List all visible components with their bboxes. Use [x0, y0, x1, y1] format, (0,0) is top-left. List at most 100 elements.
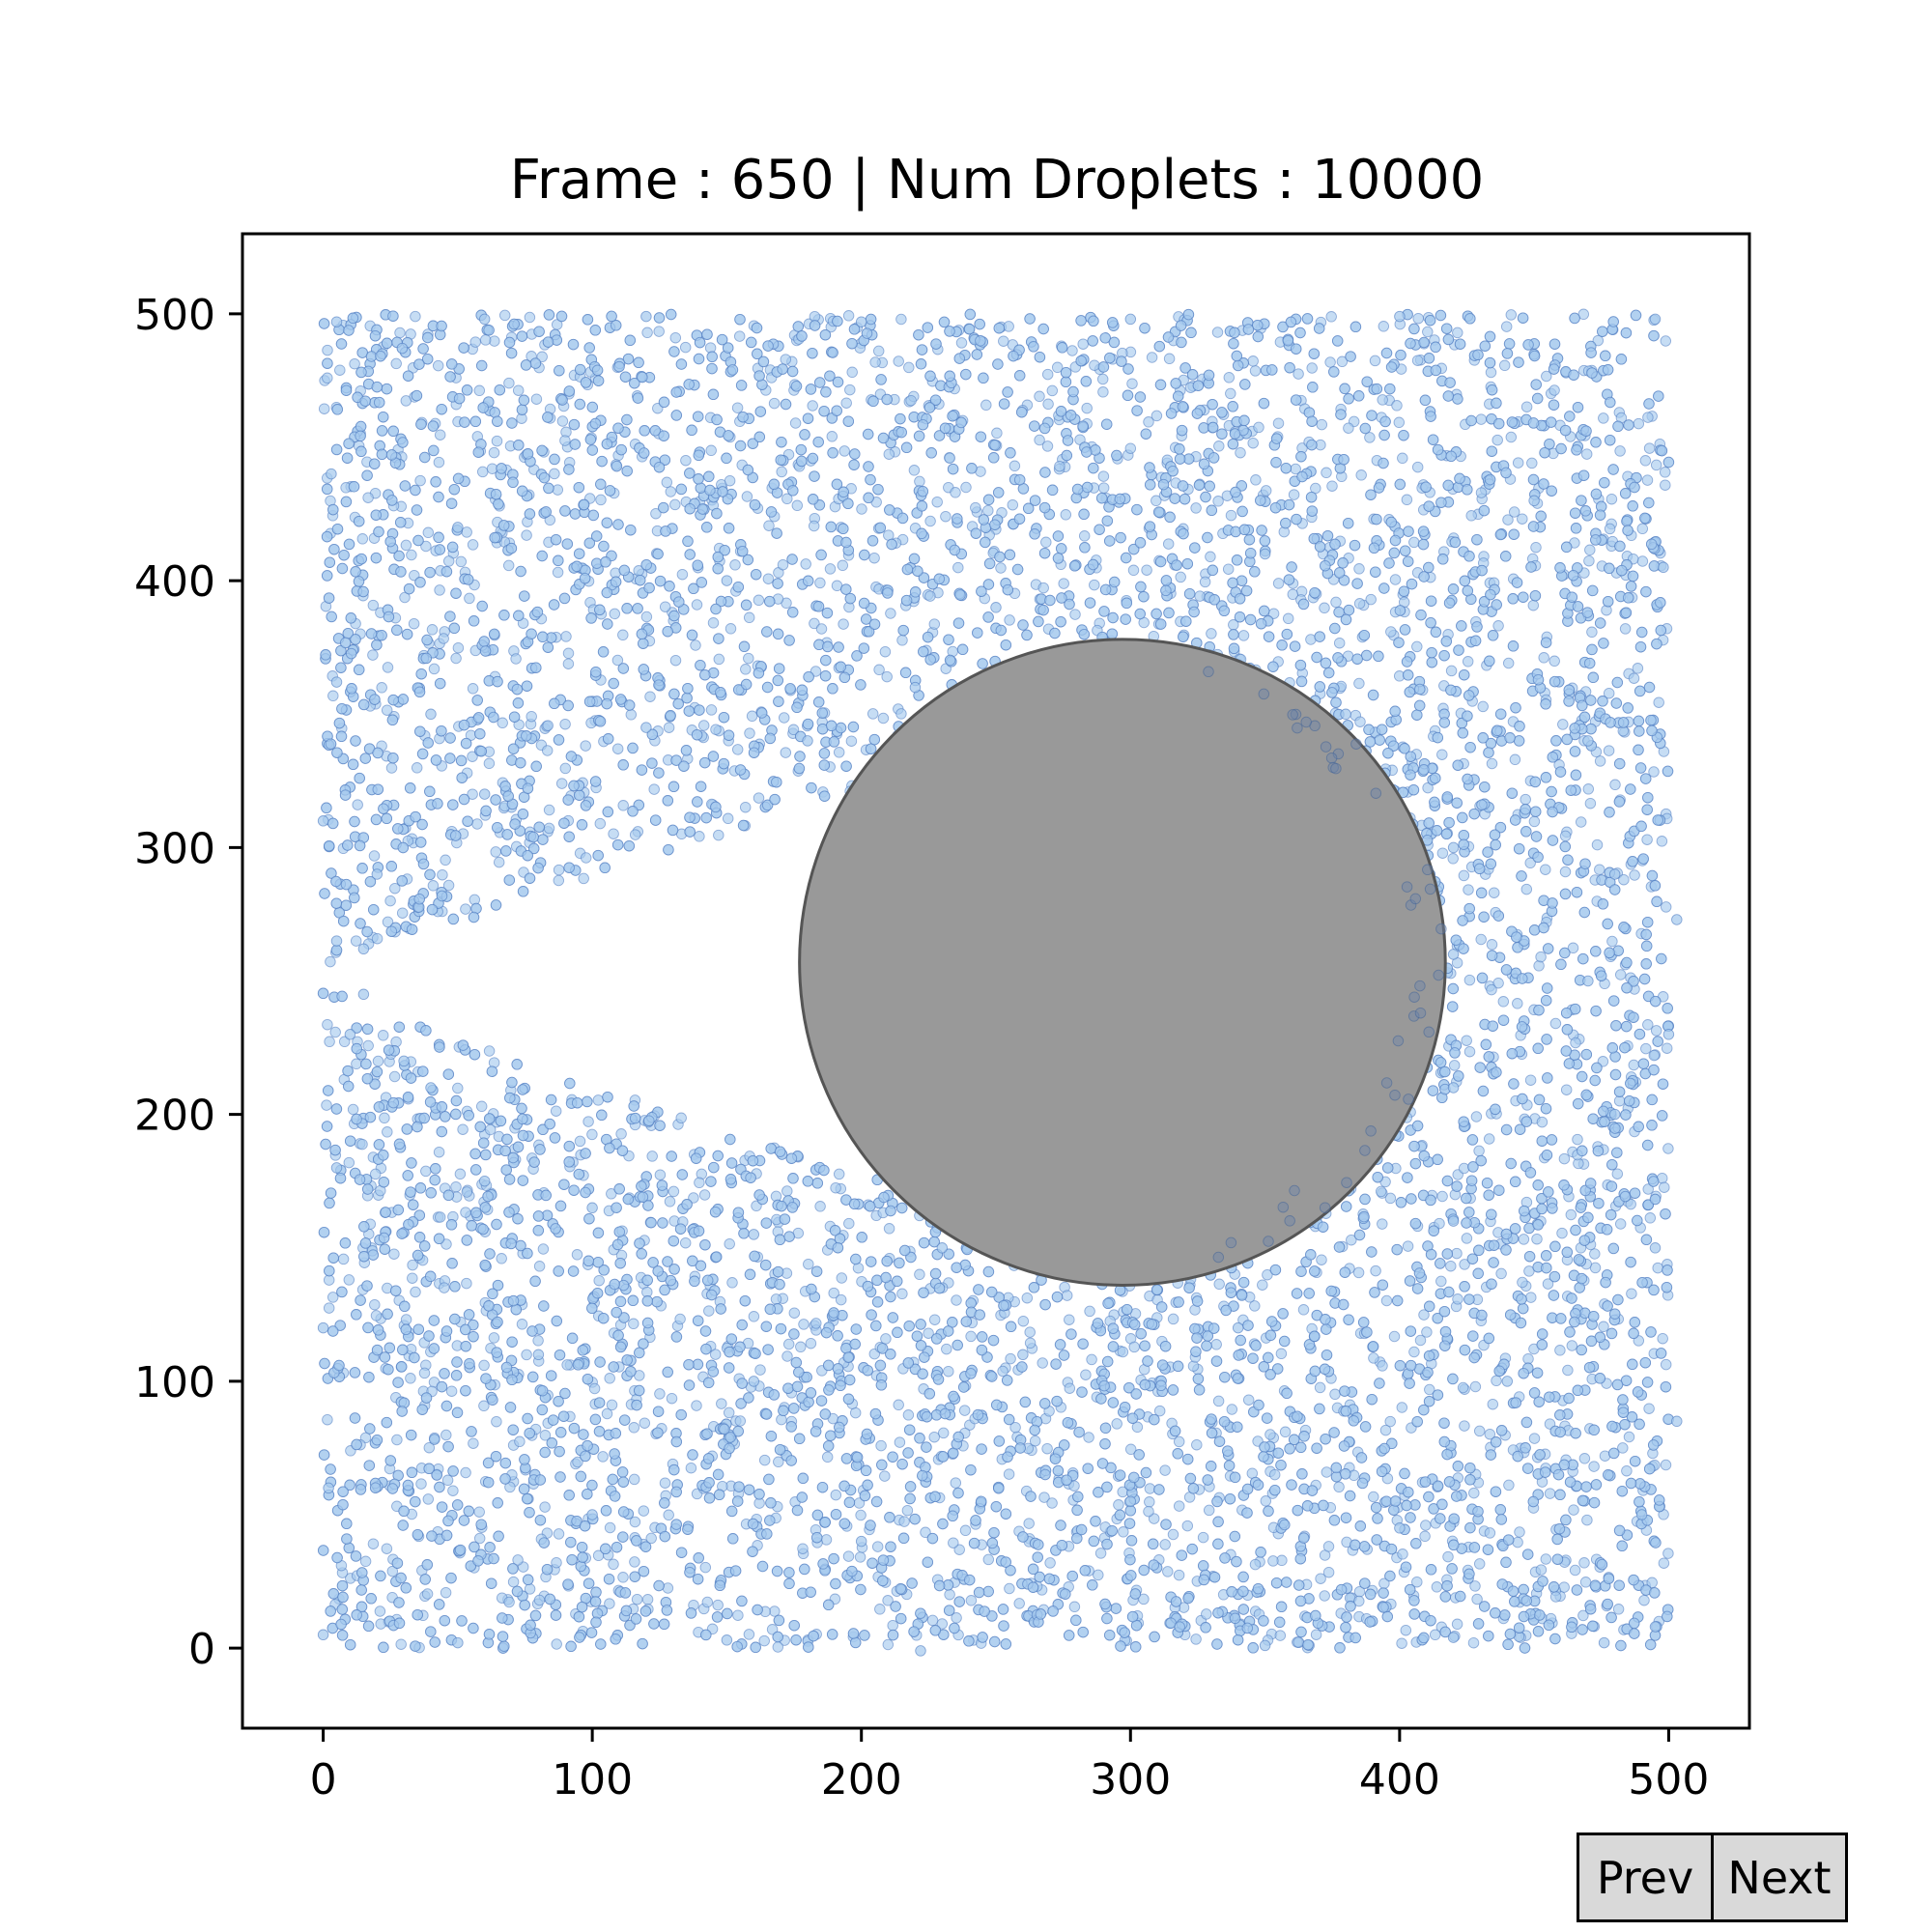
droplet-point	[1242, 1394, 1255, 1406]
droplet-point	[374, 1605, 386, 1617]
droplet-point	[1643, 1403, 1655, 1414]
droplet-point	[914, 475, 925, 488]
droplet-point	[1377, 1218, 1388, 1230]
droplet-point	[327, 690, 339, 702]
droplet-point	[1368, 1352, 1379, 1364]
droplet-point	[835, 1293, 847, 1306]
droplet-point	[707, 617, 720, 629]
droplet-point	[468, 1437, 479, 1449]
droplet-point	[488, 446, 500, 459]
droplet-point	[552, 566, 564, 579]
droplet-point	[1194, 590, 1206, 602]
droplet-point	[1636, 523, 1649, 535]
droplet-point	[1364, 432, 1376, 443]
droplet-point	[1653, 696, 1664, 708]
droplet-point	[1526, 457, 1538, 469]
droplet-point	[1621, 1464, 1633, 1477]
droplet-point	[1642, 412, 1654, 423]
droplet-point	[895, 313, 907, 326]
droplet-point	[998, 335, 1009, 347]
droplet-point	[461, 1277, 472, 1290]
droplet-point	[384, 895, 396, 907]
droplet-point	[1411, 1576, 1423, 1588]
droplet-point	[553, 864, 565, 876]
droplet-point	[734, 1415, 747, 1427]
droplet-point	[1429, 1629, 1441, 1641]
droplet-point	[1483, 1133, 1495, 1145]
droplet-point	[372, 1055, 384, 1067]
droplet-point	[1222, 563, 1235, 575]
droplet-point	[553, 874, 565, 887]
droplet-point	[440, 1586, 452, 1599]
droplet-point	[1089, 579, 1100, 591]
droplet-point	[789, 417, 802, 429]
droplet-point	[837, 559, 849, 572]
droplet-point	[617, 1572, 629, 1583]
droplet-point	[1569, 1564, 1581, 1577]
droplet-point	[1469, 1380, 1482, 1393]
droplet-point	[441, 1474, 454, 1487]
droplet-point	[1097, 470, 1110, 482]
droplet-point	[638, 1505, 650, 1517]
droplet-point	[1268, 1468, 1281, 1481]
droplet-point	[352, 799, 363, 810]
droplet-point	[452, 1082, 464, 1094]
droplet-point	[744, 727, 755, 739]
droplet-point	[450, 652, 462, 665]
droplet-point	[1354, 716, 1366, 727]
droplet-point	[926, 1614, 939, 1627]
droplet-point	[604, 1521, 616, 1534]
droplet-point	[881, 670, 893, 683]
droplet-point	[1558, 1152, 1571, 1165]
droplet-point	[1124, 442, 1137, 454]
droplet-point	[1648, 1049, 1661, 1062]
droplet-point	[427, 880, 440, 892]
droplet-point	[439, 1282, 450, 1293]
droplet-point	[1024, 1337, 1037, 1350]
droplet-point	[894, 1436, 906, 1448]
droplet-point	[772, 1641, 784, 1653]
droplet-point	[1127, 564, 1140, 577]
droplet-point	[1162, 1566, 1174, 1577]
droplet-point	[1436, 749, 1448, 760]
droplet-point	[1225, 509, 1237, 522]
droplet-point	[1369, 355, 1381, 367]
droplet-point	[539, 1501, 551, 1513]
droplet-point	[1319, 602, 1330, 614]
droplet-point	[669, 654, 682, 667]
droplet-point	[491, 1415, 502, 1428]
droplet-point	[1212, 1395, 1225, 1407]
droplet-point	[1235, 446, 1246, 459]
droplet-point	[691, 1400, 702, 1411]
droplet-point	[924, 590, 936, 602]
droplet-point	[780, 747, 792, 758]
droplet-point	[1604, 523, 1616, 535]
droplet-point	[521, 1349, 532, 1361]
droplet-point	[1113, 1499, 1124, 1511]
droplet-point	[349, 357, 360, 370]
droplet-point	[1536, 1116, 1548, 1128]
droplet-point	[1117, 1346, 1129, 1358]
droplet-point	[898, 1516, 910, 1527]
droplet-point	[639, 1417, 651, 1429]
droplet-point	[1250, 474, 1262, 486]
droplet-point	[1520, 793, 1531, 806]
droplet-point	[1191, 1438, 1203, 1451]
droplet-point	[1518, 1234, 1530, 1245]
droplet-point	[950, 487, 961, 498]
droplet-point	[1379, 1424, 1392, 1436]
droplet-point	[641, 1594, 654, 1605]
droplet-point	[1173, 1500, 1185, 1512]
droplet-point	[1093, 1569, 1104, 1581]
droplet-point	[608, 828, 619, 839]
droplet-point	[1275, 1348, 1288, 1360]
droplet-point	[768, 397, 781, 410]
droplet-point	[493, 856, 505, 868]
droplet-point	[452, 641, 465, 654]
droplet-point	[1633, 417, 1645, 430]
droplet-point	[543, 822, 555, 835]
droplet-point	[376, 682, 387, 694]
droplet-point	[1463, 884, 1474, 895]
droplet-point	[351, 1058, 362, 1070]
droplet-point	[507, 1576, 520, 1588]
